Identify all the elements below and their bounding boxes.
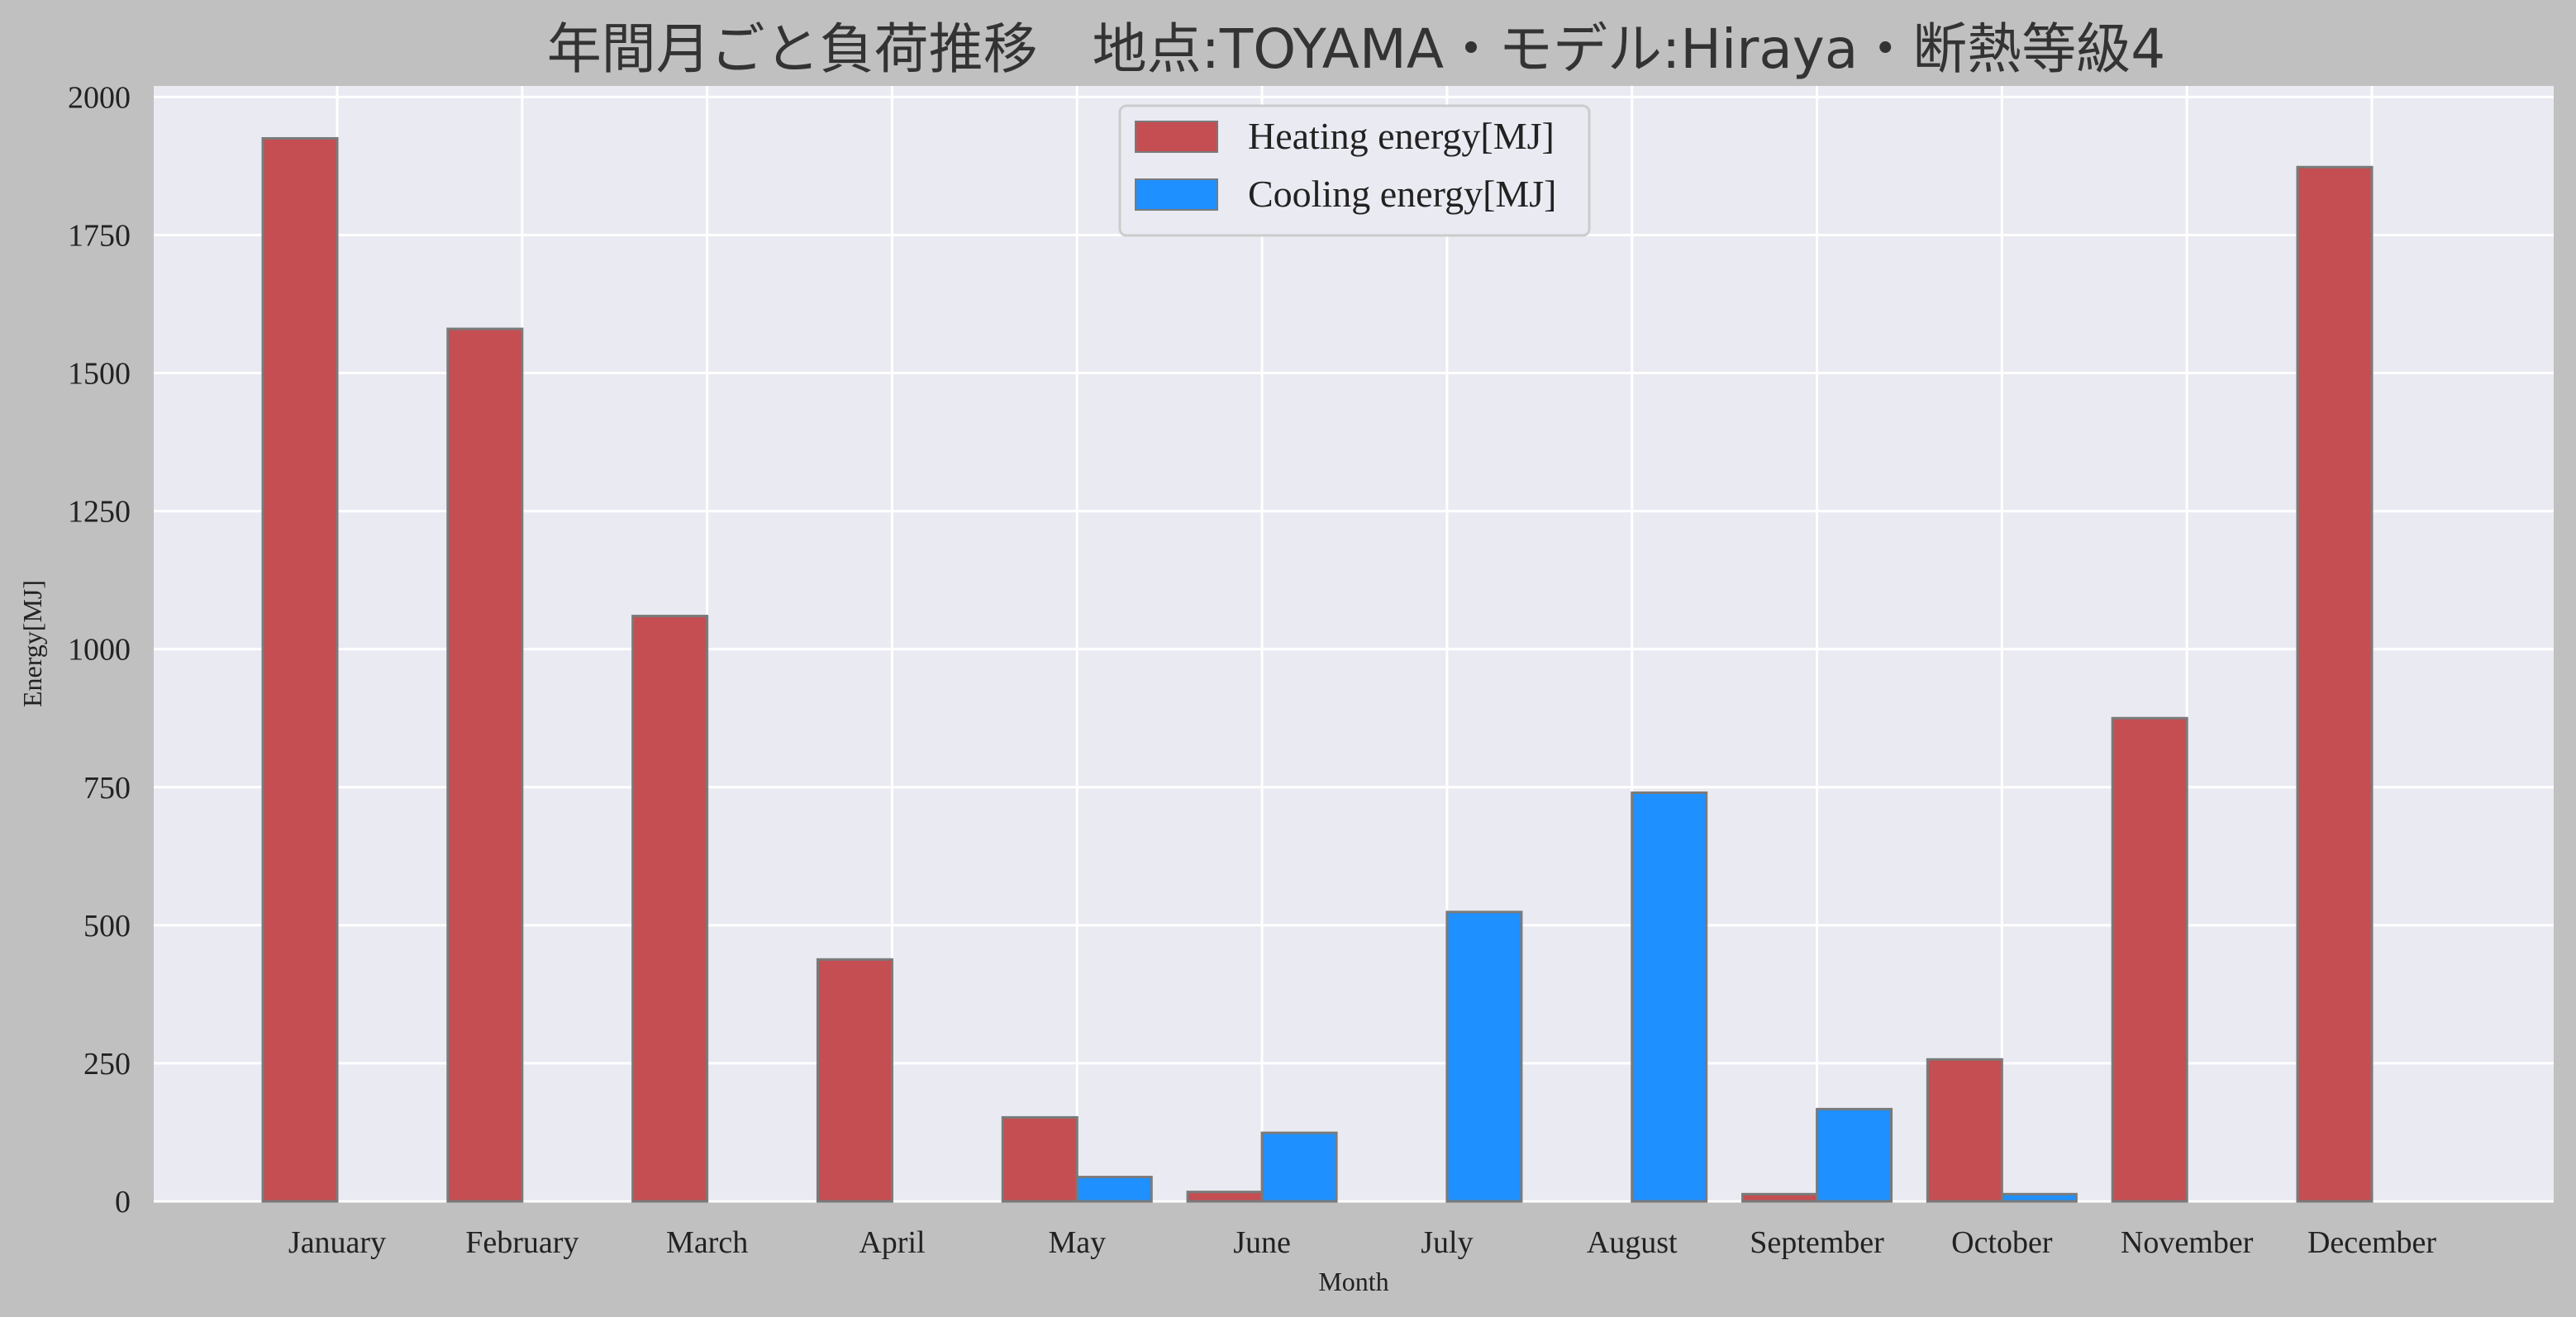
legend-swatch-heating (1135, 121, 1218, 153)
y-tick-label: 1500 (68, 357, 131, 392)
x-tick-label: November (2121, 1225, 2254, 1260)
cooling-bar (1445, 910, 1523, 1203)
cooling-bar (2000, 1192, 2078, 1203)
cooling-bar (1260, 1131, 1338, 1203)
heating-bar (446, 327, 524, 1203)
heating-bar (1926, 1058, 2003, 1203)
legend-box (1118, 104, 1591, 237)
y-tick-label: 2000 (68, 80, 131, 115)
y-tick-label: 1750 (68, 218, 131, 253)
heating-bar (261, 136, 339, 1203)
y-tick-label: 250 (83, 1047, 131, 1082)
y-axis-label: Energy[MJ] (17, 580, 47, 707)
heating-bar (2296, 165, 2374, 1203)
tick-labels: 0 250 500 750 1000 1250 1500 1750 2000 January Feb… (68, 80, 2436, 1260)
x-tick-label: October (1951, 1225, 2053, 1260)
heating-bar (1001, 1115, 1078, 1203)
legend-swatch-cooling (1135, 178, 1218, 211)
x-axis-label: Month (1318, 1267, 1388, 1296)
x-tick-label: May (1048, 1225, 1106, 1260)
x-tick-label: April (859, 1225, 925, 1260)
cooling-bar (1075, 1176, 1153, 1203)
cooling-bar (1816, 1107, 1893, 1203)
x-tick-label: March (666, 1225, 748, 1260)
x-tick-label: February (465, 1225, 579, 1260)
x-tick-label: December (2307, 1225, 2436, 1260)
bars (261, 136, 2374, 1203)
x-tick-label: September (1750, 1225, 1884, 1260)
x-tick-label: August (1587, 1225, 1678, 1260)
legend-label-cooling: Cooling energy[MJ] (1248, 173, 1557, 215)
heating-bar (631, 615, 709, 1203)
y-tick-label: 1250 (68, 495, 131, 530)
x-tick-label: July (1421, 1225, 1473, 1260)
y-tick-label: 500 (83, 909, 131, 944)
x-tick-label: June (1233, 1225, 1291, 1260)
heating-bar (1186, 1191, 1264, 1203)
cooling-bar (1631, 791, 1708, 1203)
heating-bar (2111, 716, 2188, 1203)
legend: Heating energy[MJ] Cooling energy[MJ] (1118, 104, 1591, 237)
legend-label-heating: Heating energy[MJ] (1248, 115, 1555, 157)
y-tick-label: 1000 (68, 633, 131, 668)
x-tick-label: January (288, 1225, 386, 1260)
chart-title: 年間月ごと負荷推移 地点:TOYAMA・モデル:Hiraya・断熱等級4 (547, 17, 2166, 81)
y-tick-label: 0 (115, 1185, 131, 1220)
y-tick-label: 750 (83, 771, 131, 806)
heating-bar (1741, 1192, 1819, 1203)
heating-bar (816, 958, 893, 1203)
